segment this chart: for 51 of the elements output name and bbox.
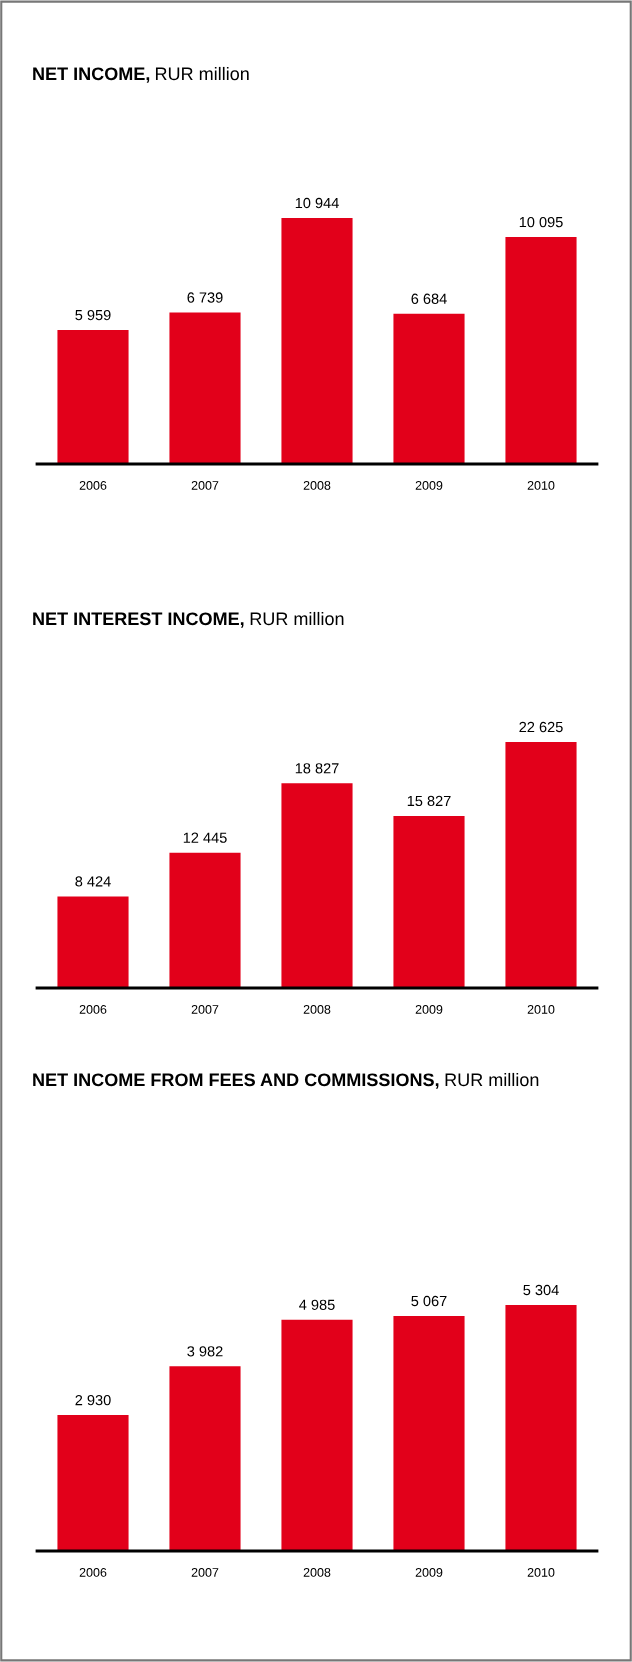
- bar: [505, 1305, 577, 1551]
- bar: [281, 218, 353, 464]
- x-tick-label: 2006: [79, 1005, 107, 1014]
- data-label: 5 304: [523, 1284, 559, 1296]
- data-label: 10 944: [295, 197, 339, 209]
- data-label: 6 739: [187, 292, 223, 303]
- bar: [505, 742, 577, 988]
- x-tick-label: 2009: [415, 481, 443, 490]
- x-tick-label: 2009: [415, 1005, 443, 1014]
- x-tick-label: 2010: [527, 481, 555, 490]
- data-label: 6 684: [411, 293, 447, 304]
- x-tick-label: 2008: [303, 481, 331, 490]
- bar: [57, 330, 129, 464]
- data-label: 18 827: [295, 763, 339, 774]
- chart-title: NET INCOME FROM FEES AND COMMISSIONS,: [33, 1073, 439, 1089]
- x-tick-label: 2006: [79, 481, 107, 490]
- data-label: 10 095: [519, 216, 563, 228]
- x-tick-label: 2008: [303, 1005, 331, 1014]
- bar: [281, 783, 353, 988]
- data-label: 2 930: [75, 1394, 111, 1406]
- x-tick-label: 2009: [415, 1568, 443, 1577]
- data-label: 15 827: [407, 795, 451, 807]
- data-label: 8 424: [75, 876, 111, 887]
- bar: [169, 312, 241, 464]
- chart-title: NET INTEREST INCOME,: [33, 612, 244, 628]
- bar: [169, 852, 241, 988]
- bar: [393, 313, 465, 464]
- bar: [169, 1366, 241, 1551]
- x-tick-label: 2008: [303, 1568, 331, 1577]
- x-tick-label: 2006: [79, 1568, 107, 1577]
- x-tick-label: 2010: [527, 1568, 555, 1577]
- data-label: 5 067: [411, 1295, 447, 1307]
- x-tick-label: 2007: [191, 1568, 219, 1577]
- x-tick-label: 2010: [527, 1005, 555, 1014]
- x-tick-label: 2007: [191, 481, 219, 490]
- data-label: 4 985: [299, 1299, 335, 1310]
- chart-subtitle: RUR million: [155, 66, 249, 81]
- bar: [505, 237, 577, 464]
- bar: [393, 1315, 465, 1551]
- data-label: 3 982: [187, 1346, 223, 1357]
- data-label: 22 625: [519, 721, 563, 733]
- bar: [57, 896, 129, 988]
- chart-subtitle: RUR million: [250, 611, 344, 626]
- data-label: 5 959: [75, 309, 111, 321]
- bar: [393, 815, 465, 988]
- x-tick-label: 2007: [191, 1005, 219, 1014]
- data-label: 12 445: [183, 832, 227, 843]
- chart-subtitle: RUR million: [445, 1072, 539, 1087]
- bar: [281, 1319, 353, 1551]
- bar: [57, 1415, 129, 1551]
- chart-title: NET INCOME,: [33, 67, 150, 83]
